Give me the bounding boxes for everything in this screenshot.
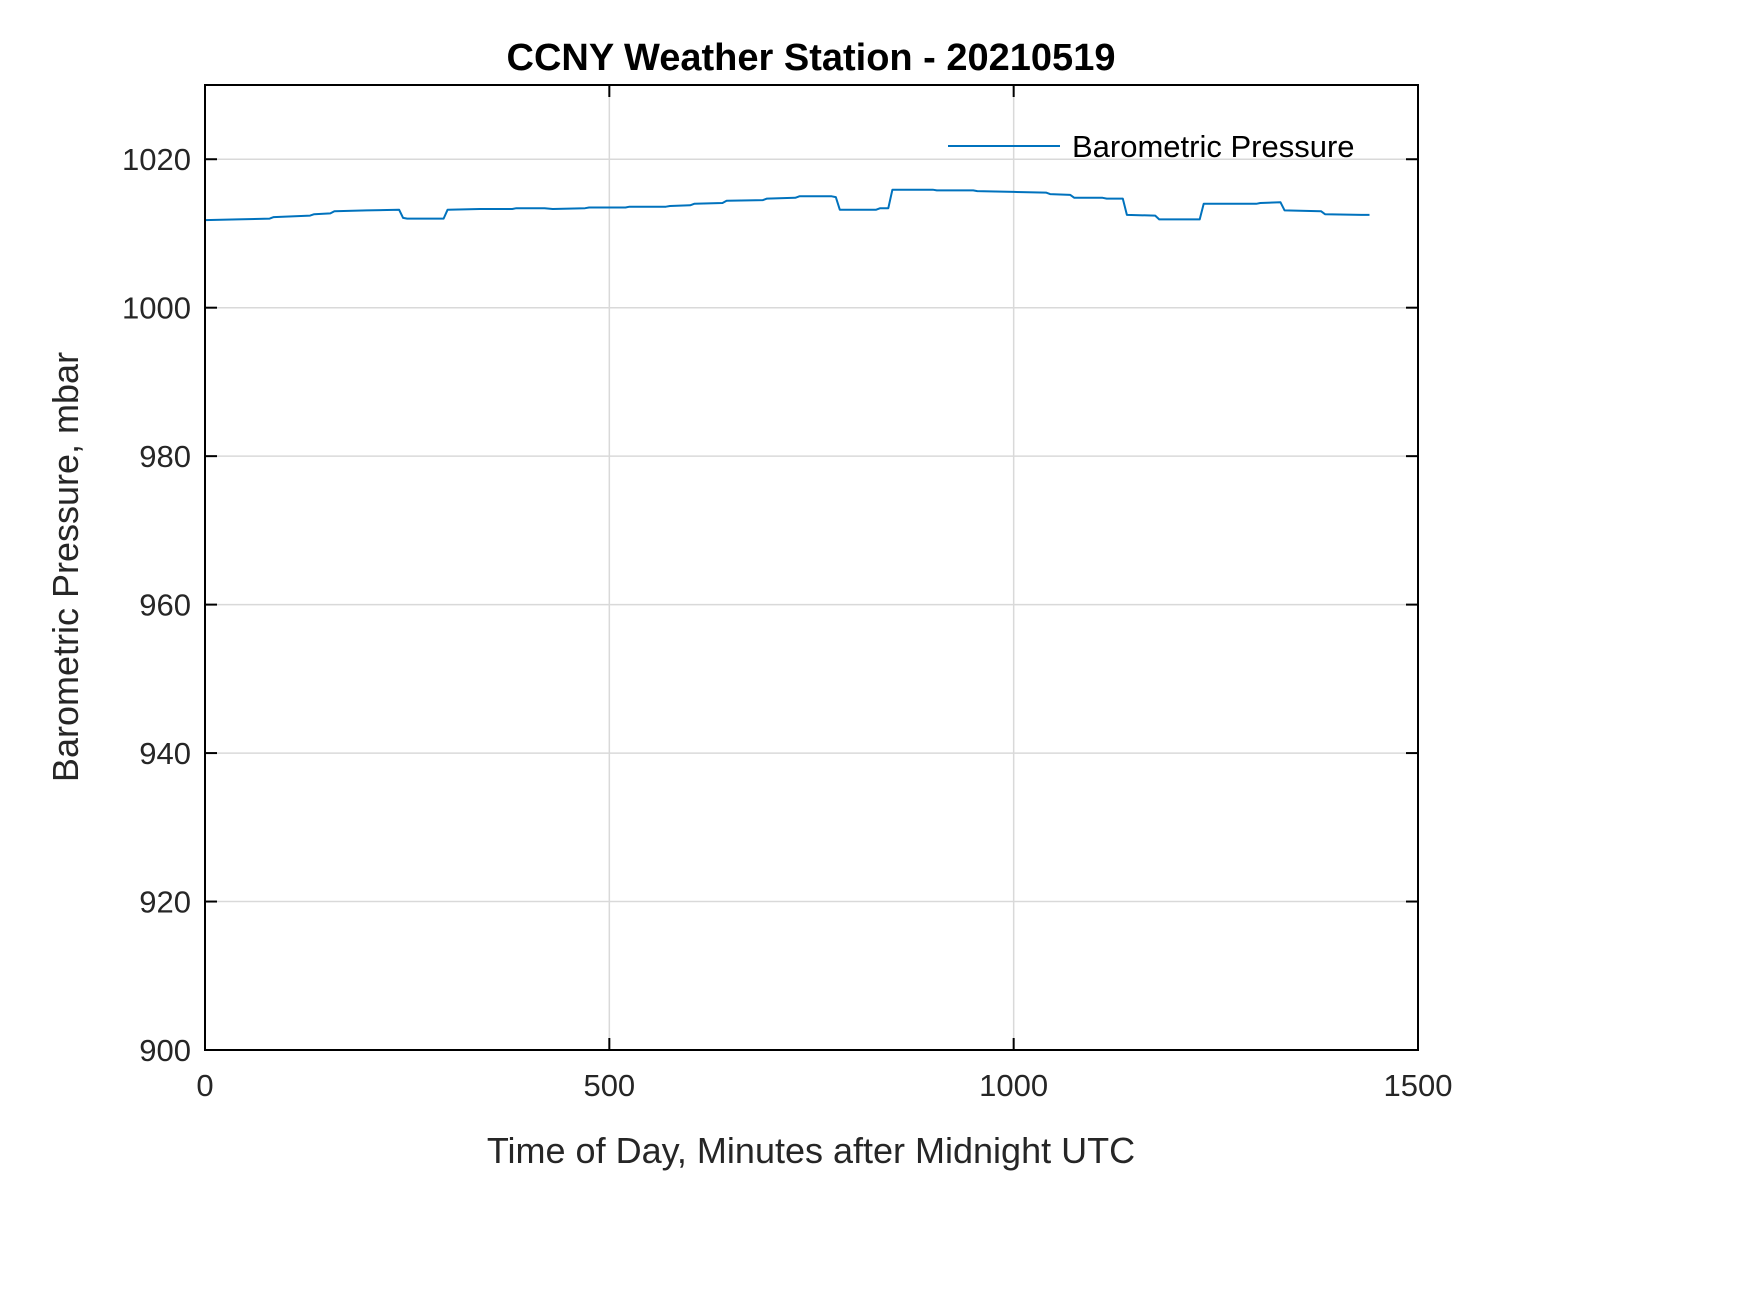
x-axis-label: Time of Day, Minutes after Midnight UTC bbox=[487, 1130, 1135, 1171]
y-tick-label: 1000 bbox=[122, 291, 191, 326]
y-tick-labels: 900 920 940 960 980 1000 1020 bbox=[122, 142, 191, 1068]
chart-title: CCNY Weather Station - 20210519 bbox=[507, 37, 1116, 79]
y-tick-label: 1020 bbox=[122, 142, 191, 177]
y-tick-label: 980 bbox=[139, 439, 191, 474]
pressure-line bbox=[204, 188, 1370, 222]
tick-marks bbox=[204, 85, 1419, 1051]
grid-lines bbox=[205, 85, 1418, 1050]
x-tick-label: 1000 bbox=[979, 1068, 1048, 1103]
legend-entry-label: Barometric Pressure bbox=[1072, 129, 1355, 164]
x-tick-label: 1500 bbox=[1384, 1068, 1453, 1103]
y-tick-label: 960 bbox=[139, 588, 191, 623]
x-tick-label: 0 bbox=[196, 1068, 213, 1103]
legend: Barometric Pressure bbox=[948, 129, 1355, 164]
y-tick-label: 940 bbox=[139, 736, 191, 771]
x-tick-label: 500 bbox=[583, 1068, 635, 1103]
y-axis-label: Barometric Pressure, mbar bbox=[45, 352, 86, 782]
y-tick-label: 900 bbox=[139, 1033, 191, 1068]
x-tick-labels: 0 500 1000 1500 bbox=[196, 1068, 1452, 1103]
y-tick-label: 920 bbox=[139, 885, 191, 920]
plot-box bbox=[204, 84, 1419, 1051]
